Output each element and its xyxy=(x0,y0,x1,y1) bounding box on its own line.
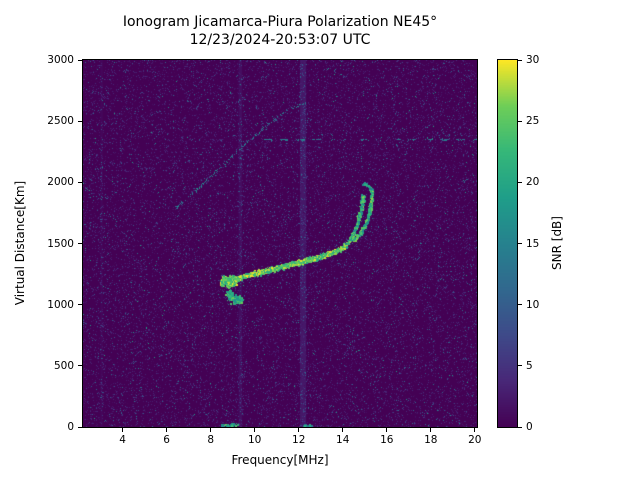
colorbar-tick-mark xyxy=(518,120,522,122)
y-tick-mark xyxy=(78,426,82,428)
x-tick-label: 8 xyxy=(207,434,214,446)
y-tick-label: 2000 xyxy=(47,176,74,189)
y-tick-mark xyxy=(78,365,82,367)
x-tick-mark xyxy=(430,428,432,432)
colorbar-tick-mark xyxy=(518,59,522,61)
colorbar-label: SNR [dB] xyxy=(550,216,564,270)
colorbar-canvas xyxy=(498,60,517,427)
x-tick-mark xyxy=(342,428,344,432)
x-tick-label: 10 xyxy=(247,434,262,446)
chart-subtitle: 12/23/2024-20:53:07 UTC xyxy=(189,32,371,48)
chart-title: Ionogram Jicamarca-Piura Polarization NE… xyxy=(122,14,438,30)
colorbar-tick-mark xyxy=(518,304,522,306)
x-tick-mark xyxy=(298,428,300,432)
colorbar-tick-label: 20 xyxy=(526,176,540,189)
colorbar-tick-mark xyxy=(518,181,522,183)
plot-area xyxy=(82,59,478,428)
x-tick-label: 20 xyxy=(468,434,482,446)
y-tick-mark xyxy=(78,181,82,183)
x-tick-mark xyxy=(254,428,256,432)
x-tick-mark xyxy=(386,428,388,432)
x-tick-label: 4 xyxy=(119,434,126,446)
colorbar-tick-label: 25 xyxy=(526,115,540,128)
x-tick-mark xyxy=(166,428,168,432)
y-tick-mark xyxy=(78,304,82,306)
colorbar-tick-label: 15 xyxy=(526,237,540,250)
x-tick-label: 18 xyxy=(424,434,438,446)
x-tick-label: 6 xyxy=(163,434,170,446)
x-tick-label: 16 xyxy=(380,434,394,446)
colorbar xyxy=(497,59,518,428)
colorbar-tick-mark xyxy=(518,243,522,244)
y-tick-label: 2500 xyxy=(47,115,74,128)
x-axis-label: Frequency[MHz] xyxy=(231,453,329,467)
y-tick-mark xyxy=(78,120,82,122)
x-tick-label: 12 xyxy=(292,434,306,446)
x-tick-mark xyxy=(210,428,212,432)
y-tick-mark xyxy=(78,243,82,244)
colorbar-tick-label: 5 xyxy=(526,359,533,372)
colorbar-tick-label: 30 xyxy=(526,54,540,66)
x-tick-mark xyxy=(122,428,124,432)
y-tick-label: 0 xyxy=(67,421,74,433)
colorbar-tick-label: 0 xyxy=(526,421,533,433)
y-axis-label: Virtual Distance[Km] xyxy=(13,180,27,306)
y-tick-label: 3000 xyxy=(47,54,74,66)
colorbar-tick-mark xyxy=(518,365,522,367)
x-tick-mark xyxy=(474,428,476,432)
y-tick-label: 500 xyxy=(53,359,74,372)
ionogram-canvas xyxy=(83,60,477,427)
y-tick-label: 1000 xyxy=(47,298,74,311)
colorbar-tick-label: 10 xyxy=(526,298,540,311)
y-tick-mark xyxy=(78,59,82,61)
y-tick-label: 1500 xyxy=(47,237,74,250)
colorbar-tick-mark xyxy=(518,426,522,428)
x-tick-label: 14 xyxy=(336,434,350,446)
